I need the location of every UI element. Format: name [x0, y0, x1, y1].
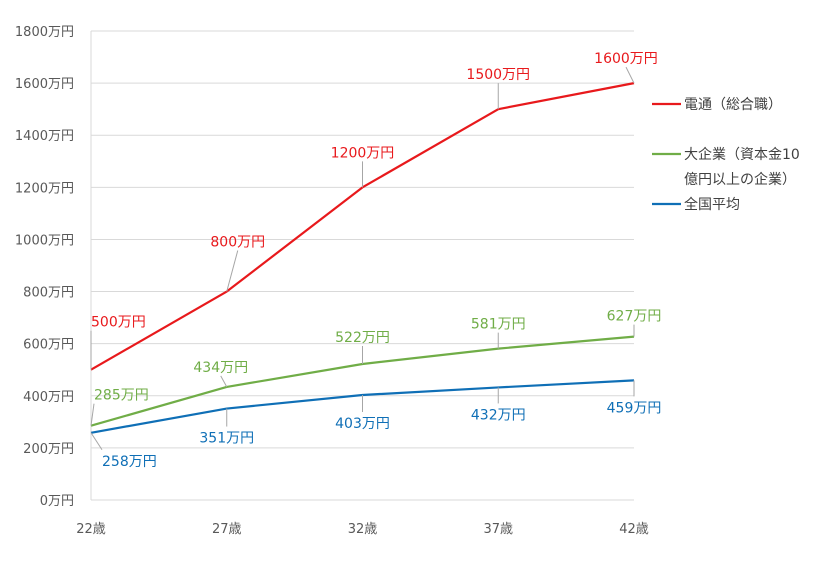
data-label: 800万円: [210, 235, 265, 251]
data-label: 500万円: [91, 315, 146, 331]
data-label: 351万円: [199, 431, 254, 447]
x-axis-tick-labels: 22歳 27歳 32歳 37歳 42歳: [76, 522, 649, 537]
data-label: 285万円: [94, 388, 149, 404]
series-line: [90, 82, 635, 371]
data-label: 1600万円: [594, 51, 658, 67]
leader-line: [90, 403, 95, 426]
y-tick-label: 1200万円: [15, 181, 74, 196]
y-tick-label: 1400万円: [15, 129, 74, 144]
y-tick-label: 800万円: [23, 286, 74, 301]
data-label: 403万円: [335, 416, 390, 432]
y-tick-label: 200万円: [23, 442, 74, 457]
y-tick-label: 1600万円: [15, 77, 74, 92]
y-tick-label: 1000万円: [15, 233, 74, 248]
data-label: 258万円: [102, 454, 157, 470]
data-label: 627万円: [607, 309, 662, 325]
data-label: 1200万円: [331, 145, 395, 161]
data-label: 432万円: [471, 407, 526, 423]
x-tick-label: 37歳: [483, 522, 513, 537]
data-label: 434万円: [193, 360, 248, 376]
leader-line: [625, 66, 635, 84]
label-leader-lines: [90, 66, 635, 451]
legend-label: 全国平均: [684, 196, 740, 213]
gridlines: [90, 30, 634, 501]
legend-label: 電通（総合職）: [684, 97, 782, 113]
x-tick-label: 27歳: [212, 522, 242, 537]
x-tick-label: 22歳: [76, 522, 106, 537]
data-label: 581万円: [471, 317, 526, 333]
leader-line: [90, 432, 103, 451]
leader-line: [220, 375, 228, 388]
legend-label: 大企業（資本金10: [684, 146, 800, 163]
y-tick-label: 400万円: [23, 390, 74, 405]
data-label: 1500万円: [466, 67, 530, 83]
x-tick-label: 32歳: [348, 522, 378, 537]
legend: 電通（総合職） 大企業（資本金10 億円以上の企業） 全国平均: [652, 97, 800, 213]
y-tick-label: 600万円: [23, 338, 74, 353]
leader-line: [226, 250, 239, 292]
y-axis-tick-labels: 0万円 200万円 400万円 600万円 800万円 1000万円 1200万円 1400万…: [15, 25, 74, 509]
legend-label: 億円以上の企業）: [684, 171, 796, 188]
data-labels: 500万円 800万円 1200万円 1500万円 1600万円 285万円 434万円 52…: [91, 51, 661, 470]
y-tick-label: 1800万円: [15, 25, 74, 40]
data-label: 459万円: [607, 400, 662, 416]
data-label: 522万円: [335, 330, 390, 346]
y-tick-label: 0万円: [40, 494, 74, 509]
x-tick-label: 42歳: [619, 522, 649, 537]
